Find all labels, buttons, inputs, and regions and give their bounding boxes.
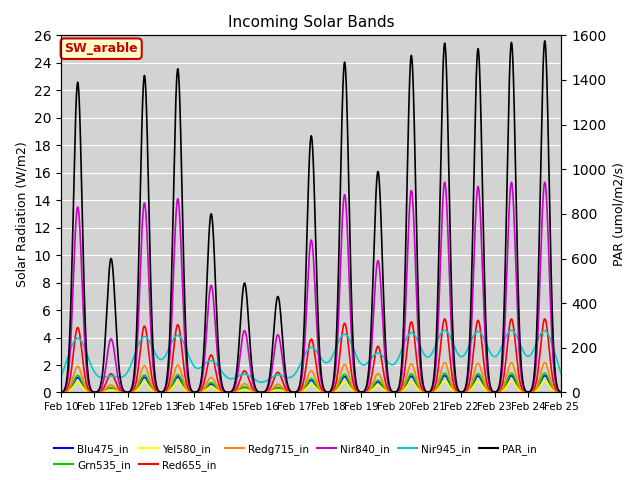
Legend: Blu475_in, Grn535_in, Yel580_in, Red655_in, Redg715_in, Nir840_in, Nir945_in, PA: Blu475_in, Grn535_in, Yel580_in, Red655_… [50,439,541,475]
Y-axis label: Solar Radiation (W/m2): Solar Radiation (W/m2) [15,141,28,287]
Title: Incoming Solar Bands: Incoming Solar Bands [228,15,395,30]
Y-axis label: PAR (umol/m2/s): PAR (umol/m2/s) [612,162,625,266]
Text: SW_arable: SW_arable [65,42,138,55]
